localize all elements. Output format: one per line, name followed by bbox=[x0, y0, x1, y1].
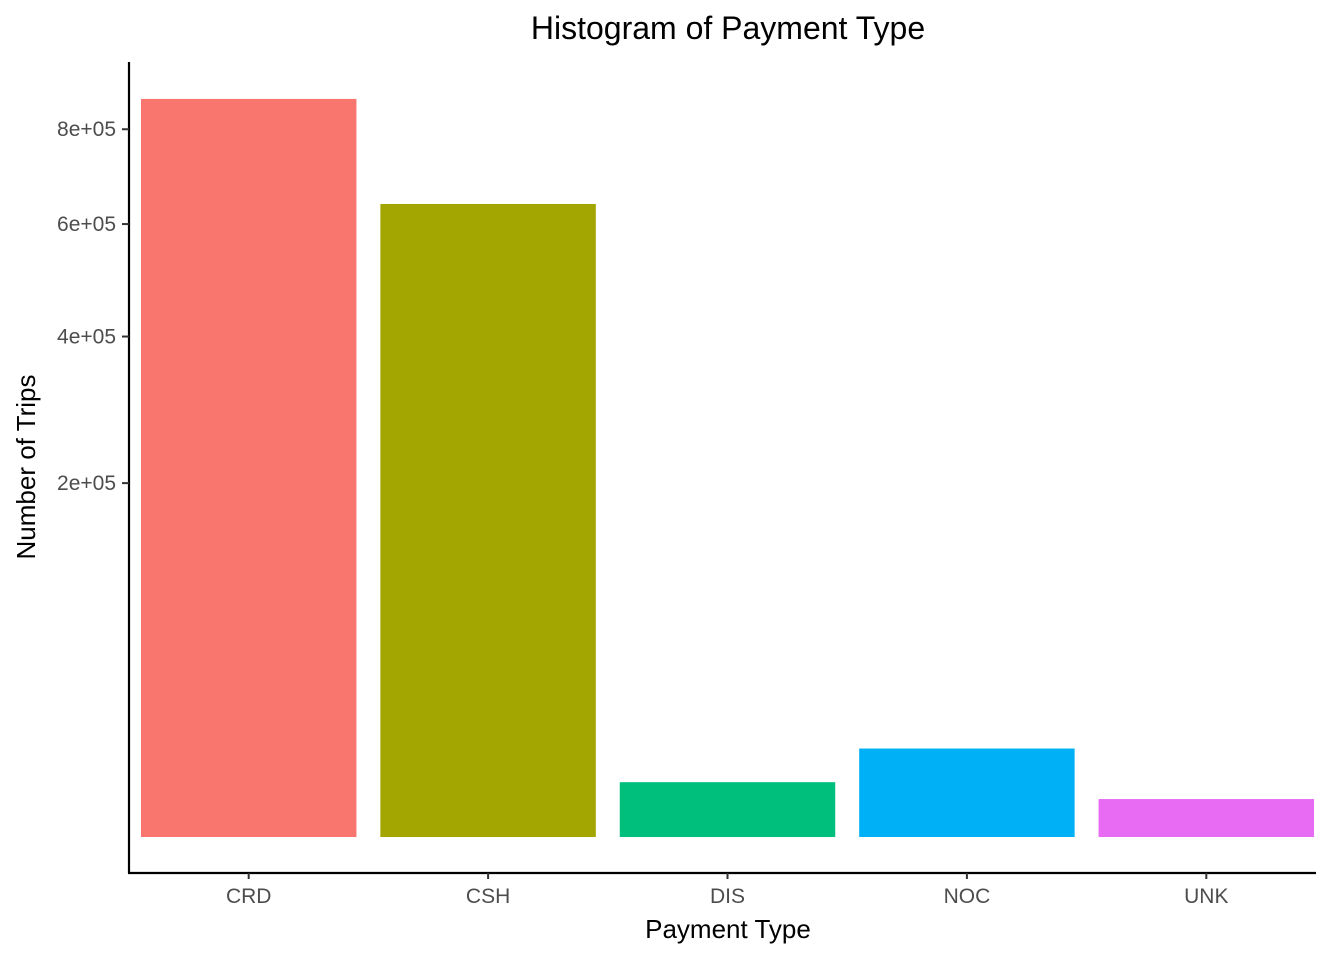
bar-unk bbox=[1098, 799, 1315, 837]
y-tick-label: 4e+05 bbox=[57, 326, 116, 349]
chart-title: Histogram of Payment Type bbox=[531, 10, 925, 46]
x-tick-label: NOC bbox=[944, 885, 991, 908]
y-tick-label: 6e+05 bbox=[57, 213, 116, 236]
y-axis-ticks: 2e+05 4e+05 6e+05 8e+05 bbox=[57, 118, 129, 495]
x-axis-title: Payment Type bbox=[645, 914, 811, 944]
y-tick-label: 2e+05 bbox=[57, 472, 116, 495]
bars-layer bbox=[140, 98, 1315, 838]
x-tick-label: CRD bbox=[226, 885, 272, 908]
x-tick-label: DIS bbox=[710, 885, 745, 908]
x-tick-label: UNK bbox=[1184, 885, 1228, 908]
bar-csh bbox=[380, 203, 596, 837]
x-tick-label: CSH bbox=[466, 885, 510, 908]
bar-noc bbox=[859, 748, 1075, 837]
bar-dis bbox=[619, 782, 836, 837]
x-axis-ticks: CRD CSH DIS NOC UNK bbox=[226, 873, 1228, 908]
bar-crd bbox=[140, 98, 357, 838]
y-tick-label: 8e+05 bbox=[57, 118, 116, 141]
y-axis-title: Number of Trips bbox=[11, 375, 41, 560]
